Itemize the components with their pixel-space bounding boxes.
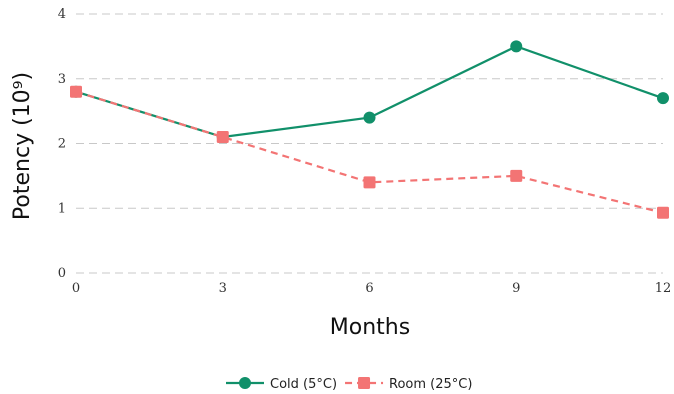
data-point [510,40,523,53]
x-tick-label: 0 [72,281,80,296]
y-tick-label: 0 [58,266,66,281]
x-tick-label: 9 [512,281,520,296]
x-tick-label: 6 [365,281,373,296]
legend-label: Room (25°C) [389,377,472,392]
x-tick-label: 3 [219,281,227,296]
legend-marker [358,377,371,389]
legend-marker [239,377,251,389]
x-tick-label: 12 [655,281,672,296]
legend-item: Room (25°C) [345,377,472,392]
y-axis-label: Potency (10⁹) [10,72,35,220]
series-line [75,90,664,214]
data-point [216,131,229,144]
series-group [70,40,669,219]
legend-item: Cold (5°C) [226,377,337,392]
y-tick-labels: 0 1 2 3 4 [58,7,66,281]
series-cold [70,40,669,144]
data-point [510,169,523,182]
y-tick-label: 4 [58,7,66,22]
x-axis-label: Months [330,315,410,340]
series-room [70,85,669,219]
data-point [657,206,669,219]
data-point [363,176,376,189]
legend-label: Cold (5°C) [270,377,337,392]
y-tick-label: 1 [58,201,66,216]
data-point [657,92,669,105]
x-tick-labels: 0 3 6 9 12 [72,281,671,296]
data-point [363,111,376,124]
grid-lines [76,13,663,274]
legend: Cold (5°C) Room (25°C) [226,377,472,392]
y-tick-label: 2 [58,137,66,152]
y-tick-label: 3 [58,72,66,87]
data-point [70,85,82,98]
